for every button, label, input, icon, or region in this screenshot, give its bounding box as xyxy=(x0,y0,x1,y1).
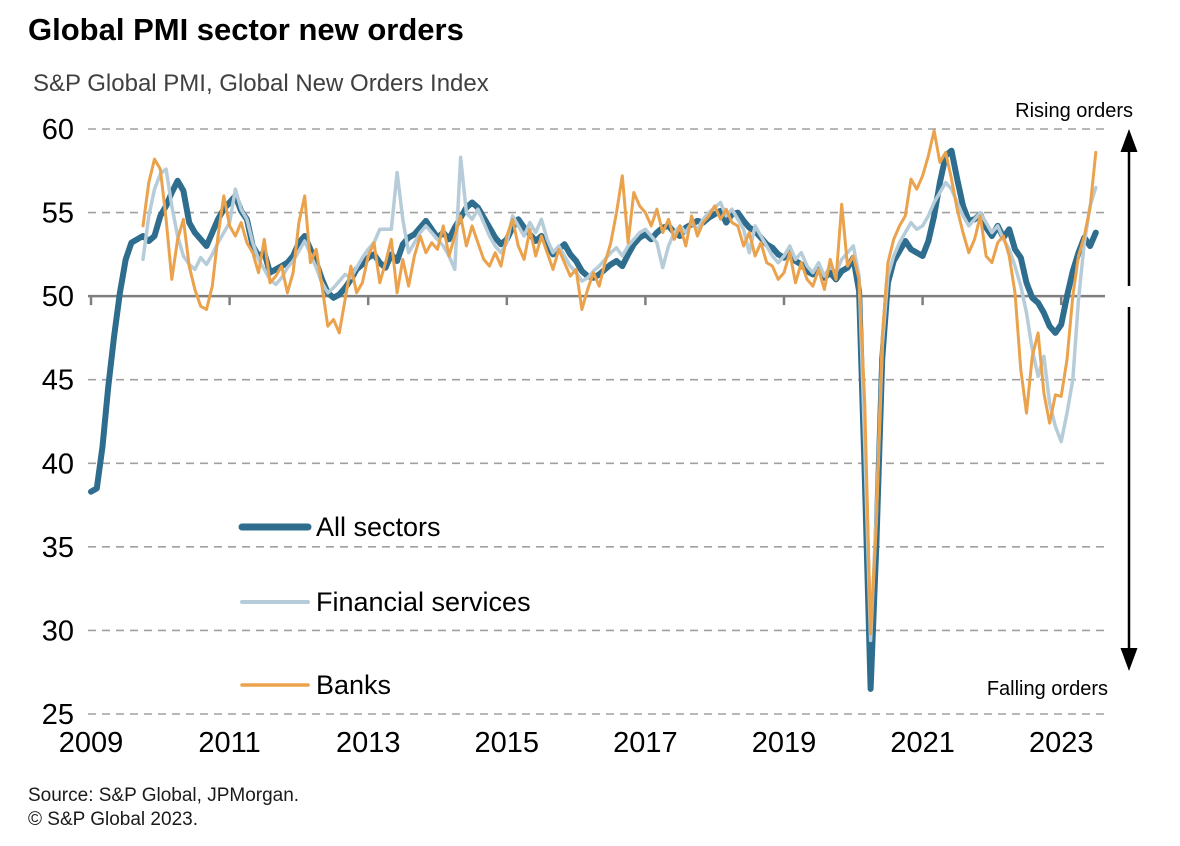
x-axis-baseline-50 xyxy=(88,294,1105,306)
legend-label-financial-services: Financial services xyxy=(316,587,531,617)
x-axis-labels: 2009 2011 2013 2015 2017 2019 2021 2023 xyxy=(59,727,1094,759)
x-axis-label-2015: 2015 xyxy=(475,727,540,759)
data-series xyxy=(88,129,1099,692)
y-axis-label-45: 45 xyxy=(42,365,74,397)
falling-orders-label: Falling orders xyxy=(987,678,1108,700)
y-axis-label-35: 35 xyxy=(42,532,74,564)
y-axis-label-25: 25 xyxy=(42,699,74,731)
y-axis-label-55: 55 xyxy=(42,198,74,230)
direction-annotations: Rising orders Falling orders xyxy=(987,100,1138,700)
legend-label-banks: Banks xyxy=(316,670,391,700)
y-axis-label-30: 30 xyxy=(42,615,74,647)
y-axis-label-40: 40 xyxy=(42,448,74,480)
legend-label-all-sectors: All sectors xyxy=(316,512,441,542)
source-line-2: © S&P Global 2023. xyxy=(28,809,198,830)
chart-subtitle: S&P Global PMI, Global New Orders Index xyxy=(33,70,489,97)
series-line-all-sectors xyxy=(88,147,1099,692)
y-axis-label-50: 50 xyxy=(42,281,74,313)
x-axis-label-2019: 2019 xyxy=(752,727,817,759)
chart-title: Global PMI sector new orders xyxy=(28,12,464,47)
series-line-financial-services xyxy=(141,155,1098,643)
x-axis-label-2011: 2011 xyxy=(198,727,260,759)
gridlines: 60 55 50 45 40 35 30 25 xyxy=(42,114,1105,731)
x-axis-label-2009: 2009 xyxy=(59,727,124,759)
arrow-up xyxy=(1120,129,1138,286)
chart-legend: All sectors Financial services Banks xyxy=(238,512,531,700)
series-line-banks xyxy=(141,129,1098,636)
rising-orders-label: Rising orders xyxy=(1015,100,1133,122)
x-axis-label-2021: 2021 xyxy=(890,727,955,759)
x-axis-label-2013: 2013 xyxy=(336,727,401,759)
source-line-1: Source: S&P Global, JPMorgan. xyxy=(28,785,300,806)
arrow-down xyxy=(1120,307,1138,671)
x-axis-label-2023: 2023 xyxy=(1029,727,1094,759)
source-note: Source: S&P Global, JPMorgan. © S&P Glob… xyxy=(28,784,299,832)
y-axis-label-60: 60 xyxy=(42,114,74,146)
x-axis-label-2017: 2017 xyxy=(613,727,678,759)
